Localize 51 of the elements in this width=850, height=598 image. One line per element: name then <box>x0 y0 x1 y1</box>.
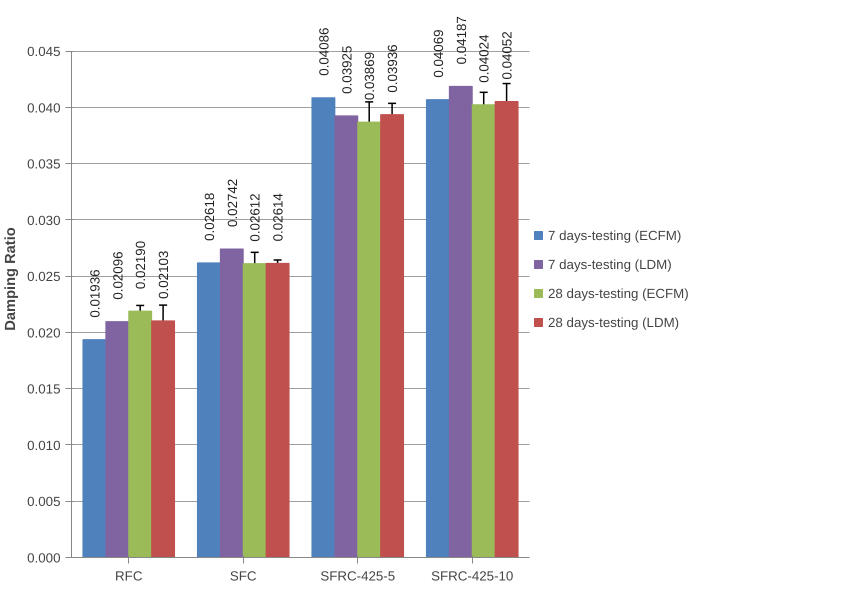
bar <box>220 248 244 558</box>
bar <box>242 263 267 558</box>
y-tick-label: 0.010 <box>27 438 61 453</box>
data-label: 0.03925 <box>339 46 354 94</box>
data-label: 0.02742 <box>224 178 240 227</box>
bar <box>311 97 336 558</box>
data-label: 0.02096 <box>110 251 126 300</box>
data-label: 0.02614 <box>270 192 286 242</box>
bar <box>448 86 473 558</box>
y-tick-label: 0.040 <box>27 100 61 116</box>
y-tick-label: 0.005 <box>27 494 61 510</box>
bar <box>266 262 290 558</box>
legend-label: 7 days-testing (LDM) <box>548 256 672 272</box>
y-tick-label: 0.000 <box>27 550 61 566</box>
y-tick-label: 0.045 <box>27 44 61 60</box>
y-axis-title: Damping Ratio <box>3 227 20 331</box>
y-tick-label: 0.035 <box>27 156 61 172</box>
bar <box>426 99 450 558</box>
data-label: 0.01936 <box>87 269 102 318</box>
bar <box>334 115 358 558</box>
bar <box>472 104 496 558</box>
x-tick-label: RFC <box>115 568 143 584</box>
data-label: 0.04052 <box>500 31 515 80</box>
data-label: 0.02618 <box>202 192 217 241</box>
x-tick-label: SFRC-425-10 <box>431 568 514 584</box>
y-tick-label: 0.025 <box>27 269 61 284</box>
legend-label: 28 days-testing (LDM) <box>548 314 680 330</box>
data-label: 0.04086 <box>316 28 332 76</box>
bar <box>196 262 221 558</box>
legend-label: 28 days-testing (ECFM) <box>548 286 689 300</box>
data-label: 0.03869 <box>362 52 378 100</box>
x-tick-label: SFRC-425-5 <box>320 568 396 584</box>
bar <box>357 122 382 558</box>
data-label: 0.02103 <box>156 250 172 299</box>
data-label: 0.02612 <box>248 193 263 242</box>
bar <box>151 320 176 558</box>
y-tick-label: 0.015 <box>27 382 61 397</box>
data-label: 0.04024 <box>476 34 492 83</box>
data-label: 0.02190 <box>133 240 148 290</box>
bar <box>380 114 404 558</box>
bar <box>105 321 130 558</box>
bar <box>128 310 152 558</box>
data-label: 0.04069 <box>430 29 446 78</box>
data-label: 0.03936 <box>385 44 400 93</box>
data-label: 0.04187 <box>454 16 469 64</box>
bar <box>494 101 519 558</box>
x-tick-label: SFC <box>230 568 257 584</box>
y-tick-label: 0.030 <box>27 212 61 228</box>
legend-label: 7 days-testing (ECFM) <box>548 228 682 242</box>
bar <box>82 339 106 558</box>
y-tick-label: 0.020 <box>27 325 61 340</box>
